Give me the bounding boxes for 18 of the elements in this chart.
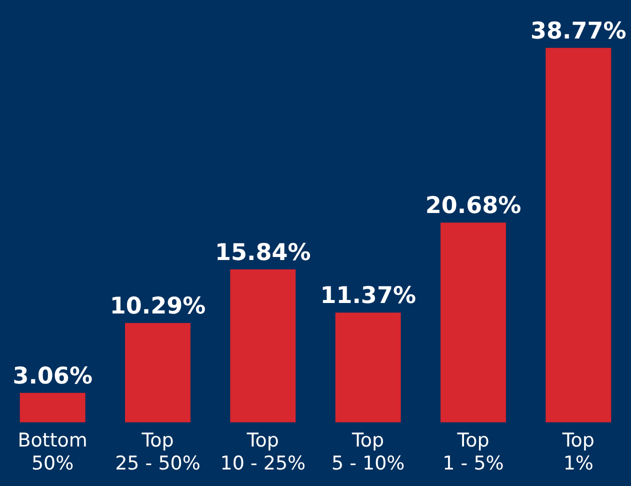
x-tick-label: Bottom 50% — [18, 430, 88, 475]
bar — [440, 222, 506, 422]
bar — [125, 323, 190, 422]
bar — [230, 269, 296, 422]
x-tick-label: Top 1% — [561, 430, 594, 475]
data-label: 20.68% — [425, 193, 522, 220]
bar — [335, 312, 401, 422]
x-tick-label: Top 10 - 25% — [220, 430, 306, 475]
bar — [546, 48, 612, 422]
data-label: 15.84% — [215, 240, 311, 266]
x-tick-label: Top 1 - 5% — [442, 430, 504, 475]
data-label: 11.37% — [320, 283, 416, 310]
data-label: 3.06% — [12, 363, 92, 390]
bar — [20, 392, 86, 422]
data-label: 38.77% — [530, 18, 626, 44]
x-tick-label: Top 25 - 50% — [115, 430, 200, 475]
data-label: 10.29% — [110, 293, 206, 320]
x-tick-label: Top 5 - 10% — [331, 430, 405, 475]
